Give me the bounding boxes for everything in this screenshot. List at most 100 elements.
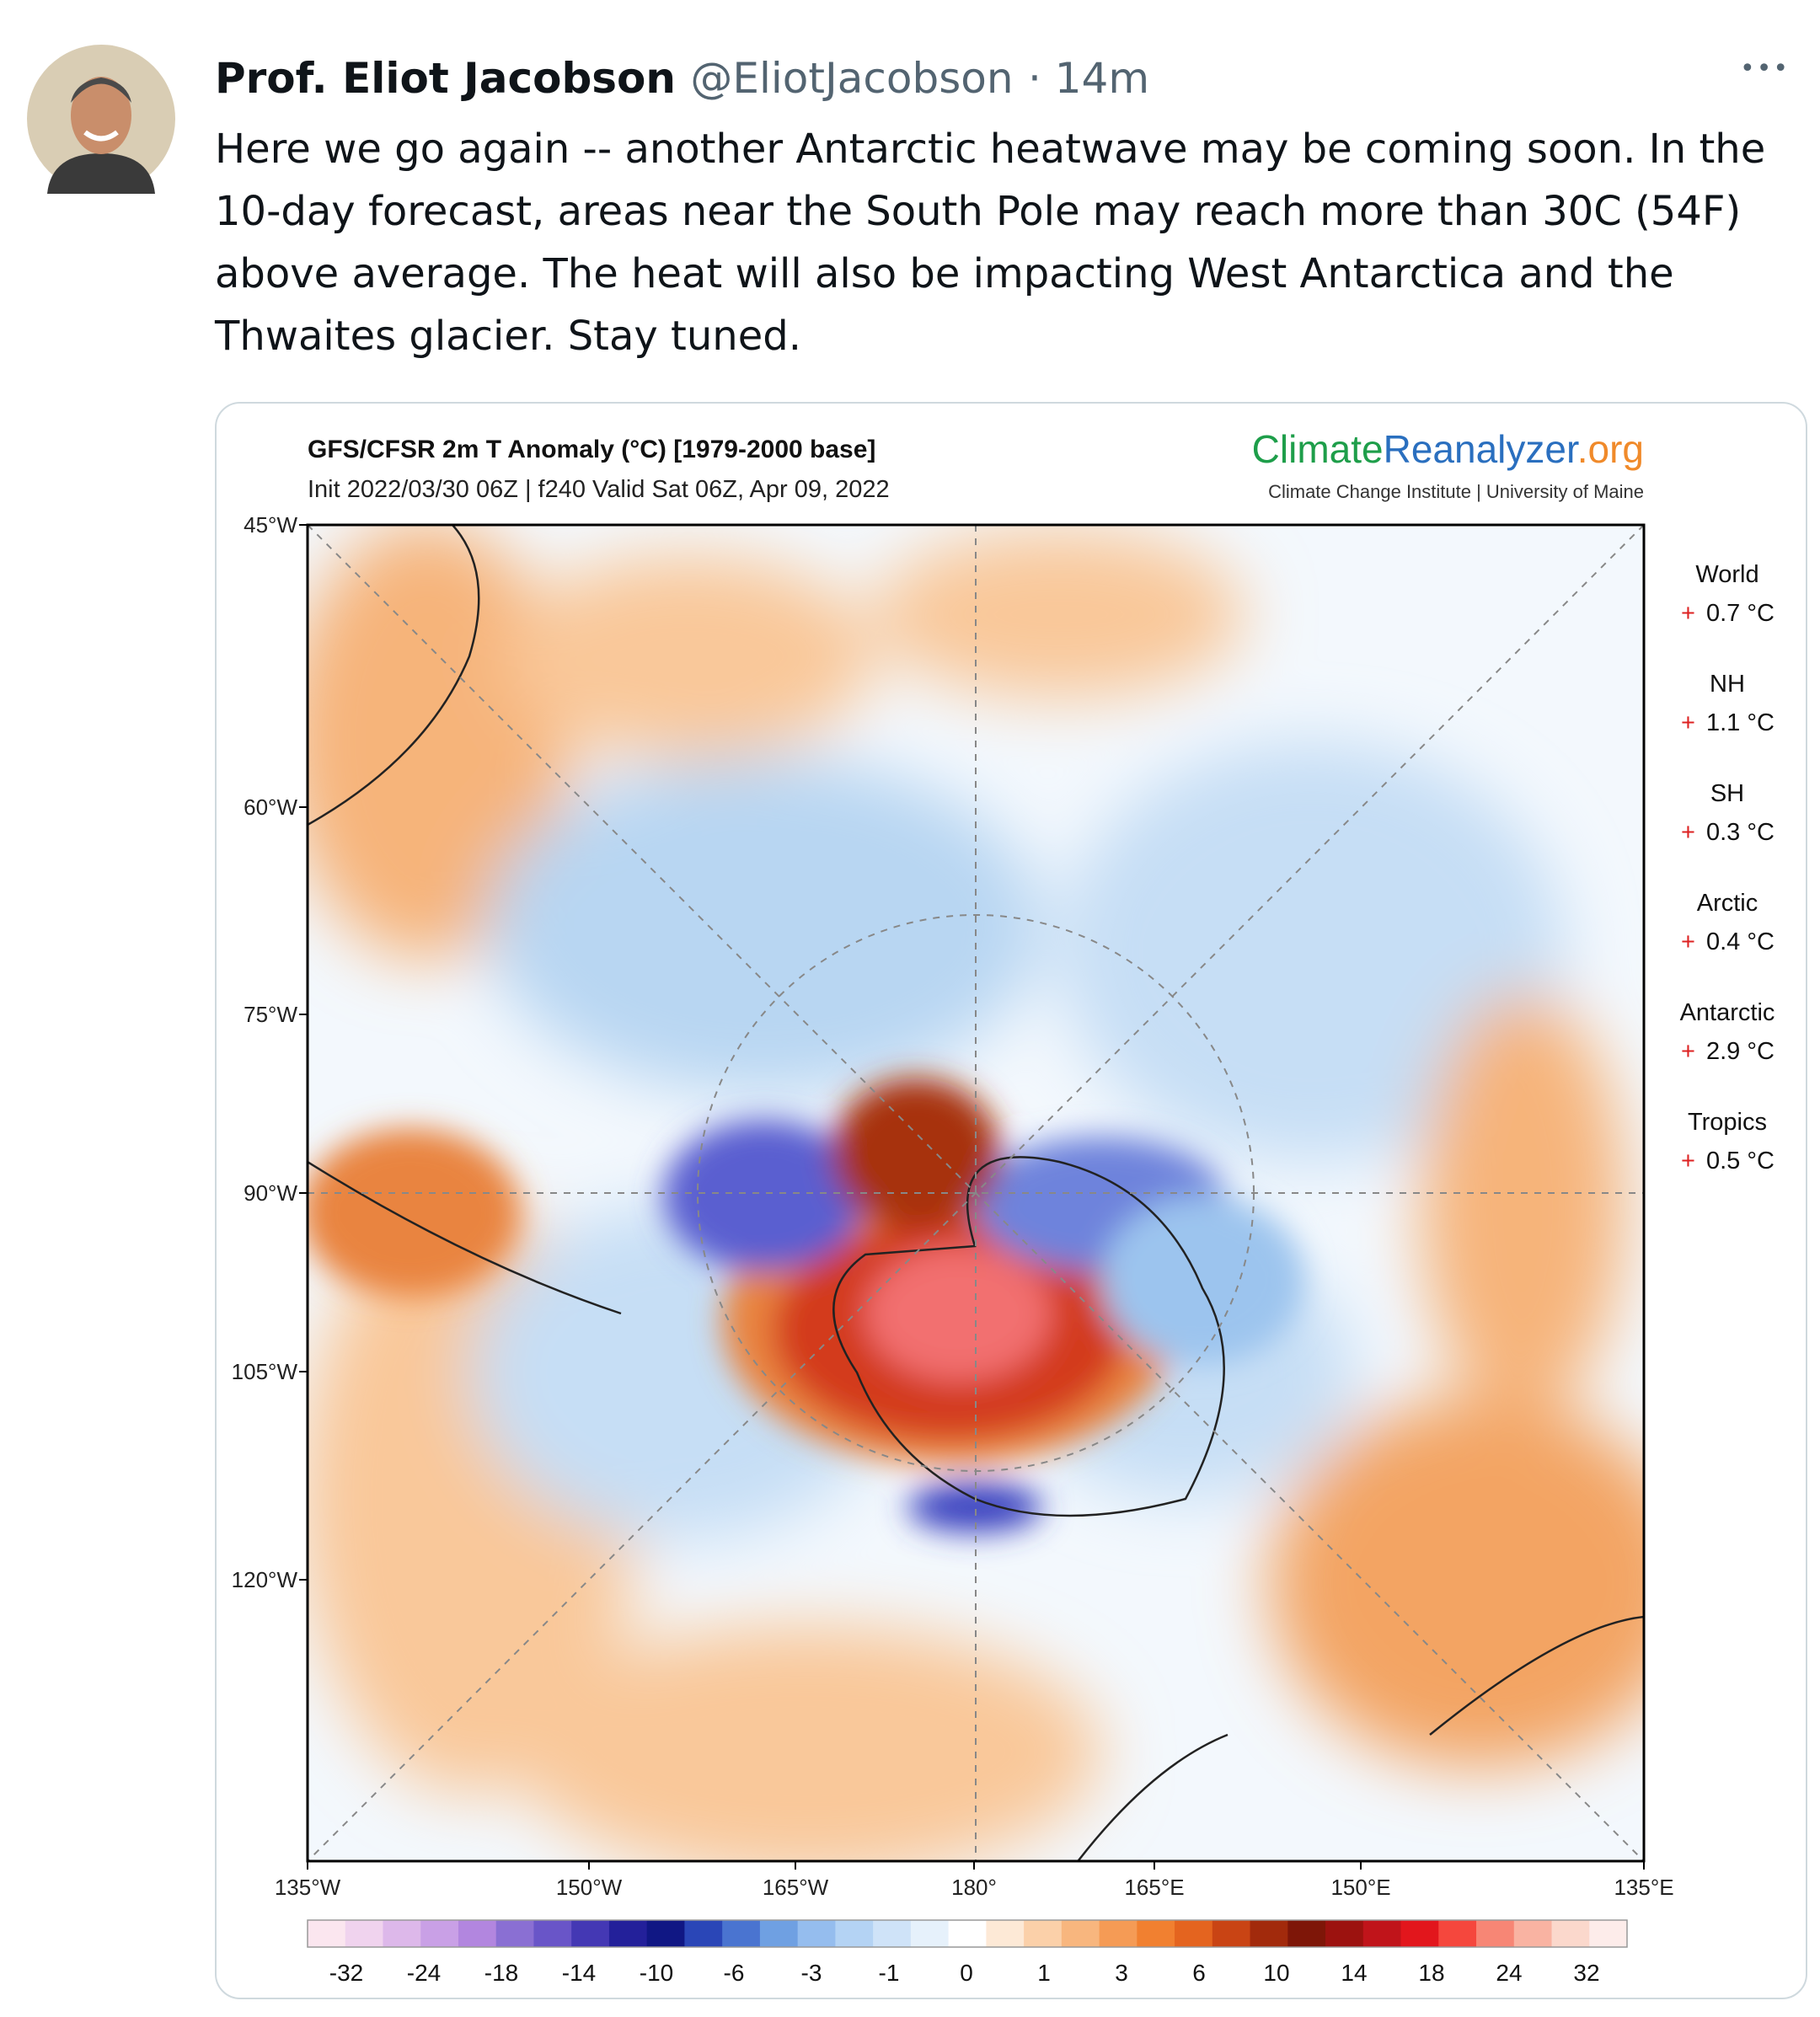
colorbar-swatch bbox=[948, 1920, 987, 1947]
lon-label: 135°E bbox=[1614, 1875, 1673, 1900]
colorbar-swatch bbox=[986, 1920, 1025, 1947]
colorbar-swatch bbox=[608, 1920, 648, 1947]
colorbar-label: -14 bbox=[562, 1960, 596, 1986]
colorbar-label: -32 bbox=[329, 1960, 363, 1986]
stat-value: 0.4 °C bbox=[1706, 928, 1774, 955]
colorbar-swatch bbox=[571, 1920, 610, 1947]
lat-label: 75°W bbox=[244, 1002, 297, 1027]
lat-label: 90°W bbox=[244, 1180, 297, 1206]
colorbar-swatch bbox=[495, 1920, 534, 1947]
lon-label: 165°E bbox=[1124, 1875, 1184, 1900]
stat-sign: + bbox=[1681, 1148, 1695, 1174]
tweet-text: Here we go again -- another Antarctic he… bbox=[215, 126, 1766, 360]
colorbar-swatch bbox=[1589, 1920, 1628, 1947]
colorbar-swatch bbox=[383, 1920, 421, 1947]
colorbar-swatch bbox=[345, 1920, 383, 1947]
colorbar-label: -6 bbox=[724, 1960, 745, 1986]
colorbar-swatch bbox=[759, 1920, 799, 1947]
lat-label: 60°W bbox=[244, 794, 297, 820]
stat-value: 0.3 °C bbox=[1706, 819, 1774, 846]
stat-value: 0.5 °C bbox=[1706, 1148, 1774, 1174]
stat-sign: + bbox=[1681, 819, 1695, 846]
time[interactable]: · 14m bbox=[1027, 54, 1150, 103]
colorbar-swatch bbox=[1287, 1920, 1326, 1947]
lon-label: 150°E bbox=[1330, 1875, 1390, 1900]
stat-name: Antarctic bbox=[1680, 999, 1775, 1026]
colorbar-swatch bbox=[1061, 1920, 1100, 1947]
stat-name: SH bbox=[1710, 780, 1744, 807]
stat-value: 1.1 °C bbox=[1706, 709, 1774, 736]
colorbar-label: 18 bbox=[1418, 1960, 1444, 1986]
colorbar-label: 32 bbox=[1573, 1960, 1599, 1986]
colorbar-label: -3 bbox=[801, 1960, 822, 1986]
stat-sign: + bbox=[1681, 709, 1695, 736]
colorbar-swatch bbox=[722, 1920, 761, 1947]
colorbar-swatch bbox=[1024, 1920, 1063, 1947]
more-button[interactable]: ••• bbox=[1740, 54, 1791, 83]
colorbar-swatch bbox=[308, 1920, 346, 1947]
stat-name: Tropics bbox=[1688, 1109, 1767, 1136]
logo-part: Reanalyzer bbox=[1384, 427, 1579, 471]
colorbar-swatch bbox=[1325, 1920, 1364, 1947]
stat-sign: + bbox=[1681, 600, 1695, 627]
stat-name: World bbox=[1695, 561, 1758, 588]
colorbar-label: -1 bbox=[879, 1960, 900, 1986]
colorbar-label: 10 bbox=[1263, 1960, 1289, 1986]
logo: ClimateReanalyzer.org bbox=[1252, 427, 1644, 471]
colorbar-swatch bbox=[458, 1920, 497, 1947]
colorbar-label: 3 bbox=[1115, 1960, 1128, 1986]
lon-label: 165°W bbox=[763, 1875, 829, 1900]
map-field bbox=[308, 525, 1644, 1861]
colorbar-swatch bbox=[684, 1920, 723, 1947]
colorbar-label: -10 bbox=[640, 1960, 673, 1986]
logo-part: .org bbox=[1577, 427, 1644, 471]
author-line: Prof. Eliot Jacobson @EliotJacobson · 14… bbox=[215, 54, 1149, 103]
map-figure: GFS/CFSR 2m T Anomaly (°C) [1979-2000 ba… bbox=[232, 427, 1775, 1986]
map-title: GFS/CFSR 2m T Anomaly (°C) [1979-2000 ba… bbox=[308, 436, 875, 463]
colorbar-swatch bbox=[835, 1920, 874, 1947]
colorbar-label: -24 bbox=[407, 1960, 441, 1986]
stat-name: NH bbox=[1710, 671, 1745, 698]
lon-label: 150°W bbox=[556, 1875, 623, 1900]
colorbar-swatch bbox=[1250, 1920, 1288, 1947]
colorbar-label: 6 bbox=[1192, 1960, 1206, 1986]
colorbar-swatch bbox=[1212, 1920, 1251, 1947]
colorbar-swatch bbox=[1175, 1920, 1213, 1947]
lon-label: 180° bbox=[951, 1875, 997, 1900]
colorbar-frame bbox=[307, 1919, 1628, 1948]
colorbar-swatch bbox=[1551, 1920, 1590, 1947]
colorbar-swatch bbox=[646, 1920, 685, 1947]
author[interactable]: Prof. Eliot Jacobson bbox=[215, 54, 676, 103]
colorbar-swatch bbox=[420, 1920, 459, 1947]
colorbar-label: 0 bbox=[960, 1960, 973, 1986]
colorbar-swatch bbox=[1099, 1920, 1138, 1947]
logo-part: Climate bbox=[1252, 427, 1384, 471]
lat-label: 120°W bbox=[232, 1567, 298, 1592]
colorbar-label: 24 bbox=[1496, 1960, 1522, 1986]
stat-sign: + bbox=[1681, 928, 1695, 955]
logo-subtitle: Climate Change Institute | University of… bbox=[1268, 481, 1644, 502]
tweet-image[interactable]: GFS/CFSR 2m T Anomaly (°C) [1979-2000 ba… bbox=[215, 402, 1807, 1999]
colorbar-swatch bbox=[1362, 1920, 1402, 1947]
stat-sign: + bbox=[1681, 1038, 1695, 1065]
colorbar-label: 1 bbox=[1037, 1960, 1051, 1986]
colorbar-swatch bbox=[797, 1920, 836, 1947]
colorbar-swatch bbox=[1137, 1920, 1175, 1947]
colorbar-swatch bbox=[1400, 1920, 1439, 1947]
colorbar-swatch bbox=[910, 1920, 950, 1947]
colorbar-swatch bbox=[1476, 1920, 1515, 1947]
stat-name: Arctic bbox=[1697, 890, 1758, 917]
colorbar-swatch bbox=[1513, 1920, 1553, 1947]
colorbar-swatch bbox=[873, 1920, 912, 1947]
colorbar-label: 14 bbox=[1341, 1960, 1367, 1986]
colorbar-swatch bbox=[533, 1920, 572, 1947]
lat-label: 45°W bbox=[244, 512, 297, 538]
stat-value: 2.9 °C bbox=[1706, 1038, 1774, 1065]
avatar[interactable] bbox=[26, 44, 176, 194]
handle[interactable]: @EliotJacobson bbox=[690, 54, 1014, 103]
colorbar-label: -18 bbox=[484, 1960, 518, 1986]
lat-label: 105°W bbox=[232, 1359, 298, 1384]
map-subtitle: Init 2022/03/30 06Z | f240 Valid Sat 06Z… bbox=[308, 476, 890, 503]
colorbar-swatch bbox=[1438, 1920, 1477, 1947]
stat-value: 0.7 °C bbox=[1706, 600, 1774, 627]
